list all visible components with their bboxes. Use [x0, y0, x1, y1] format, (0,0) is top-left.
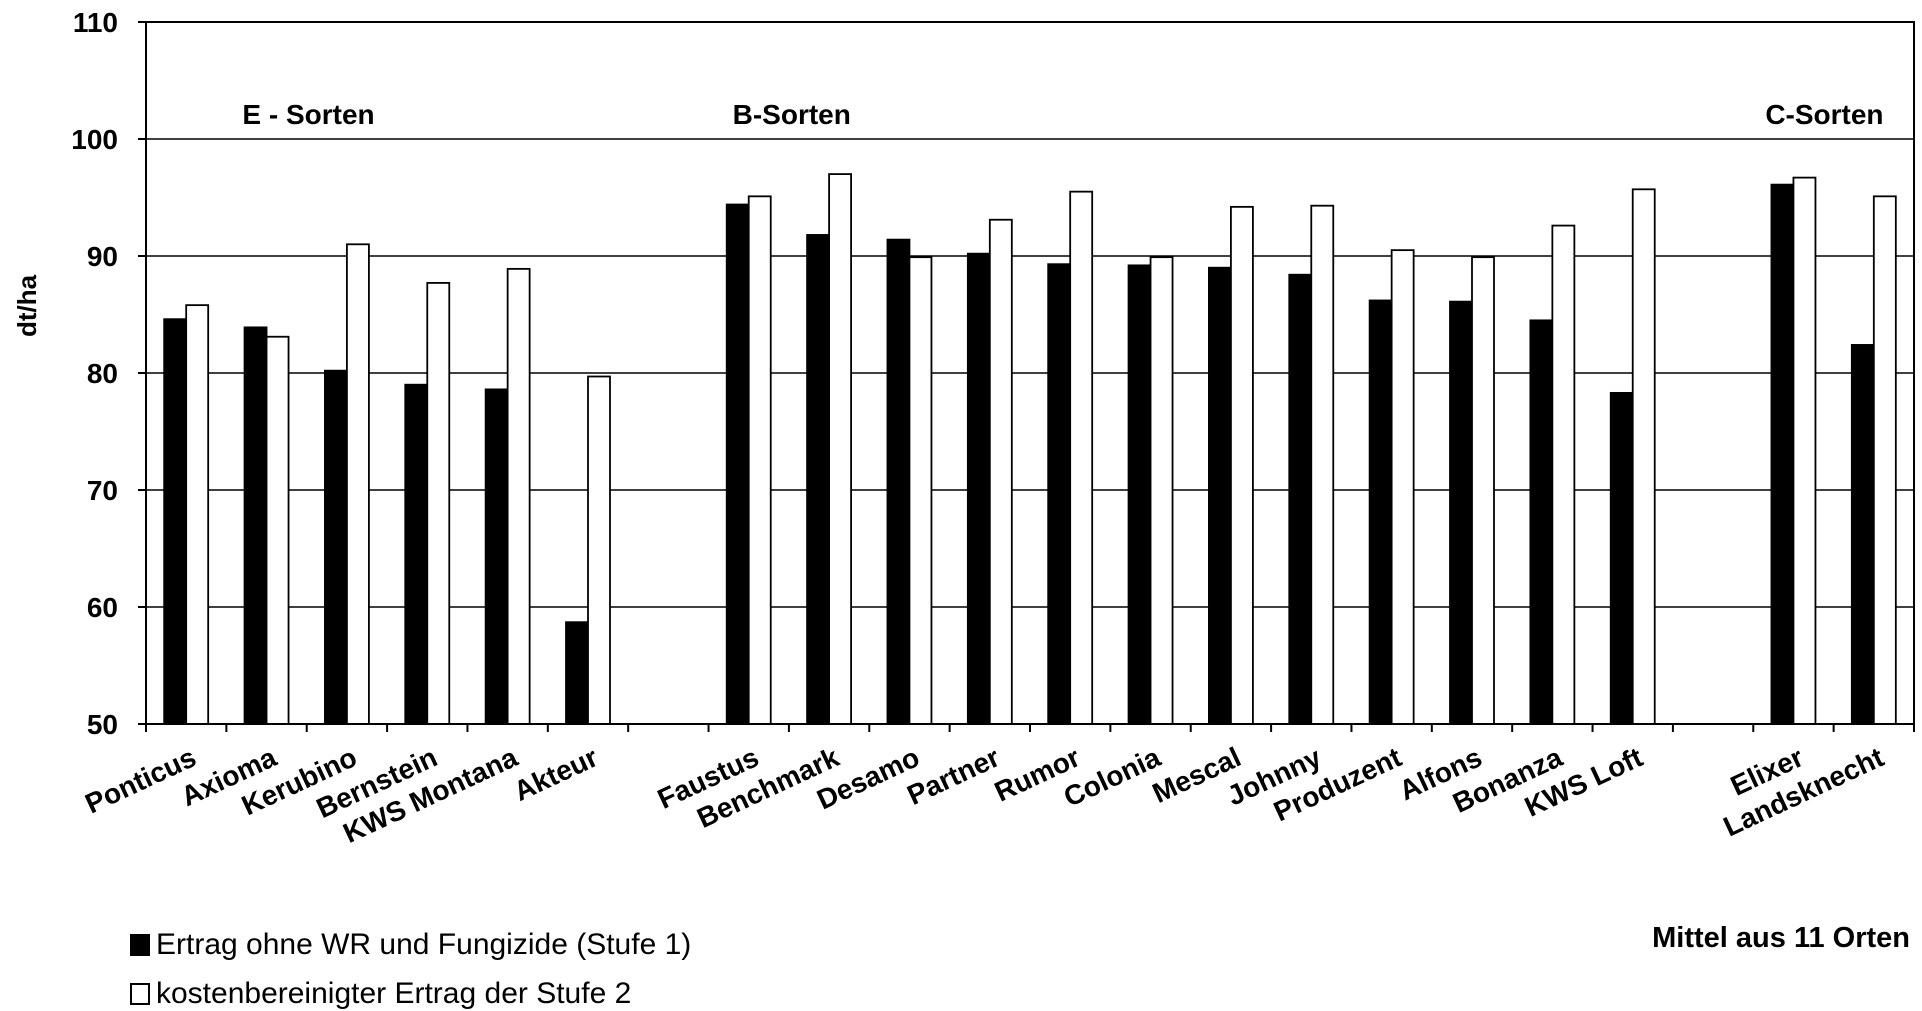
bar-stufe2 — [506, 267, 531, 725]
legend-swatch-black — [130, 934, 150, 956]
bar-stufe1 — [324, 369, 348, 725]
bar-stufe2 — [265, 335, 290, 725]
y-tick-label: 100 — [71, 124, 118, 155]
bar-stufe1 — [1449, 300, 1473, 725]
y-tick-label: 60 — [87, 592, 118, 623]
y-axis-label: dt/ha — [12, 274, 42, 337]
bar-stufe2 — [828, 173, 852, 725]
legend-item-stufe2: kostenbereinigter Ertrag der Stufe 2 — [130, 977, 631, 1011]
y-axis-ticks: 50 60 70 80 90 100 110 — [71, 7, 1915, 740]
bar-stufe2 — [1230, 205, 1254, 725]
x-tick-label: Akteur — [509, 741, 603, 807]
bar-stufe2 — [1310, 204, 1335, 725]
legend-swatch-white — [130, 983, 150, 1005]
y-tick-label: 80 — [87, 358, 118, 389]
bar-stufe2 — [587, 375, 611, 725]
y-tick-label: 90 — [87, 241, 118, 272]
bar-stufe1 — [1770, 183, 1795, 725]
y-tick-label: 110 — [73, 7, 118, 38]
bar-stufe1 — [163, 318, 188, 725]
x-tick-label: Partner — [902, 741, 1004, 811]
bar-stufe1 — [886, 238, 911, 725]
bar-stufe1 — [1368, 299, 1393, 725]
bar-stufe1 — [1208, 266, 1232, 725]
legend-label: kostenbereinigter Ertrag der Stufe 2 — [156, 977, 632, 1010]
bar-stufe2 — [1872, 195, 1897, 725]
bar-stufe1 — [243, 326, 268, 725]
bar-stufe1 — [806, 234, 830, 725]
bar-stufe1 — [404, 383, 429, 725]
bar-stufe2 — [346, 243, 370, 725]
y-tick-label: 50 — [87, 709, 118, 740]
bar-stufe2 — [1149, 256, 1174, 725]
bar-stufe1 — [1047, 263, 1072, 725]
bar-stufe2 — [1069, 190, 1094, 725]
bar-stufe2 — [1551, 224, 1576, 725]
bars — [163, 173, 1897, 725]
bar-stufe1 — [966, 252, 991, 725]
bar-stufe1 — [1609, 391, 1634, 725]
bar-stufe2 — [988, 218, 1013, 725]
bar-stufe1 — [565, 621, 589, 725]
bar-stufe2 — [1471, 256, 1495, 725]
bar-stufe2 — [747, 195, 772, 725]
bar-stufe1 — [725, 203, 750, 725]
legend-label: Ertrag ohne WR und Fungizide (Stufe 1) — [156, 928, 692, 961]
legend-item-stufe1: Ertrag ohne WR und Fungizide (Stufe 1) — [130, 928, 691, 962]
bar-stufe2 — [1631, 188, 1656, 725]
bar-stufe1 — [1288, 273, 1313, 725]
bar-stufe1 — [484, 388, 509, 725]
group-label: C-Sorten — [1765, 99, 1883, 130]
bar-stufe2 — [1792, 176, 1817, 725]
bar-stufe2 — [1390, 249, 1415, 725]
chart-note: Mittel aus 11 Orten — [1652, 922, 1910, 954]
bar-stufe2 — [908, 256, 933, 725]
bar-stufe1 — [1850, 344, 1875, 725]
group-label: E - Sorten — [242, 99, 374, 130]
group-label: B-Sorten — [733, 99, 851, 130]
y-tick-label: 70 — [87, 475, 118, 506]
bar-stufe1 — [1529, 319, 1554, 725]
bar-stufe1 — [1127, 264, 1152, 725]
bar-stufe2 — [185, 304, 210, 725]
group-labels: E - Sorten B-Sorten C-Sorten — [242, 99, 1883, 130]
bar-stufe2 — [426, 282, 451, 725]
